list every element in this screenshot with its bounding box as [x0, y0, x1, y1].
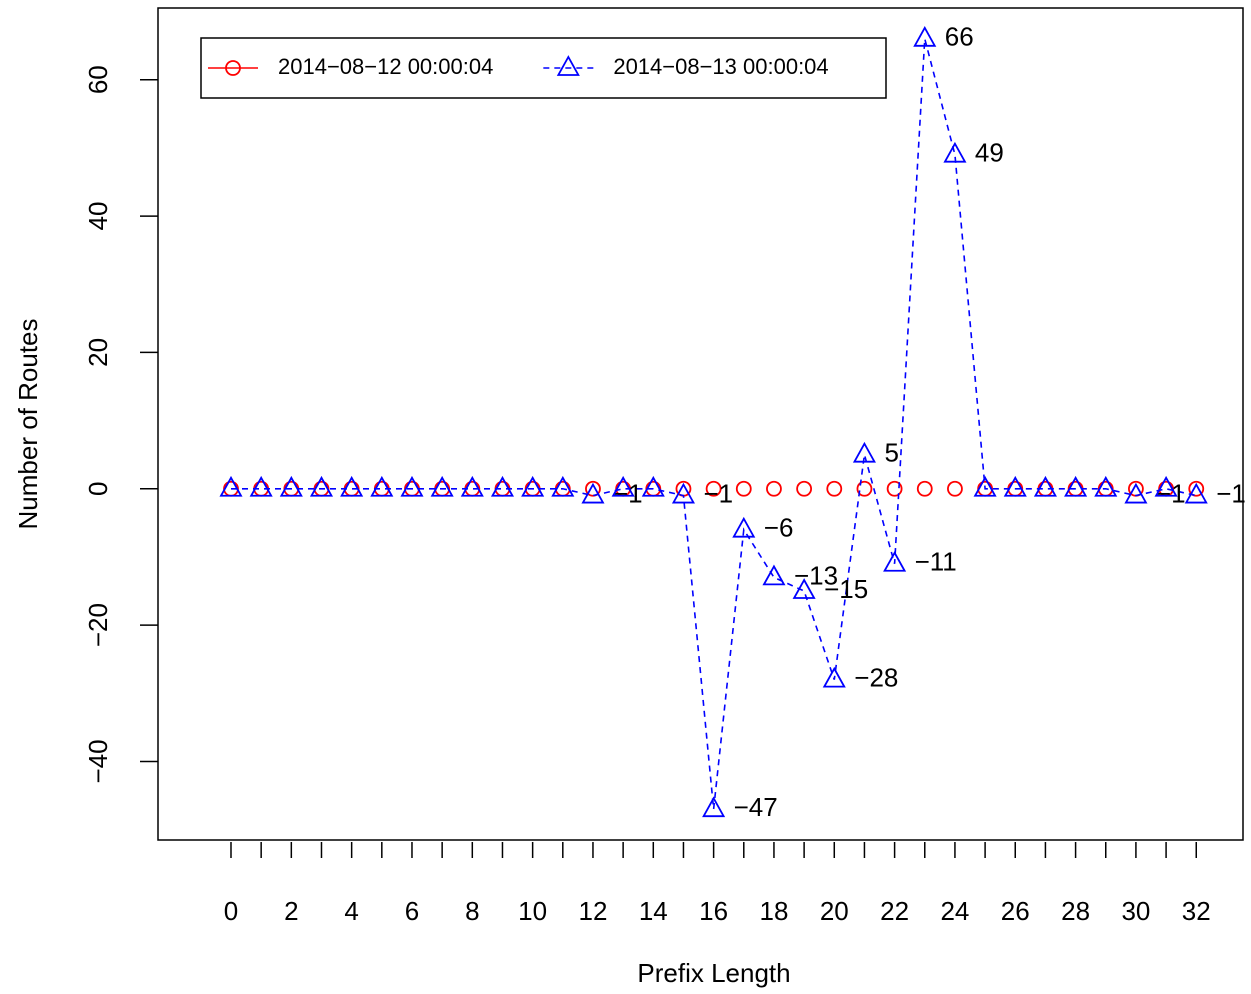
triangle-marker	[762, 564, 786, 586]
triangle-marker	[611, 475, 635, 497]
y-tick-label: −40	[83, 739, 113, 783]
circle-marker	[916, 480, 933, 497]
triangle-marker	[581, 482, 605, 504]
data-label: −28	[854, 663, 898, 693]
y-axis-title: Number of Routes	[13, 319, 43, 530]
triangle-marker	[370, 475, 394, 497]
triangle-marker	[822, 666, 846, 688]
legend-label: 2014−08−12 00:00:04	[278, 54, 493, 79]
data-label: −11	[915, 547, 957, 577]
x-tick-label: 24	[940, 896, 969, 926]
circle-marker	[735, 480, 752, 497]
x-tick-label: 26	[1001, 896, 1030, 926]
x-tick-label: 18	[759, 896, 788, 926]
triangle-marker	[460, 475, 484, 497]
x-axis-title: Prefix Length	[637, 958, 790, 988]
data-label: 5	[884, 438, 898, 468]
triangle-marker	[702, 796, 726, 818]
data-label: 49	[975, 138, 1004, 168]
triangle-marker	[883, 550, 907, 572]
x-tick-label: 22	[880, 896, 909, 926]
x-tick-label: 30	[1121, 896, 1150, 926]
x-tick-label: 2	[284, 896, 298, 926]
triangle-marker	[400, 475, 424, 497]
triangle-marker	[490, 475, 515, 497]
series-line	[230, 38, 1197, 810]
legend-label: 2014−08−13 00:00:04	[613, 54, 828, 79]
triangle-marker	[219, 475, 243, 497]
x-tick-label: 4	[344, 896, 358, 926]
x-tick-label: 12	[579, 896, 608, 926]
circle-marker	[766, 480, 782, 497]
y-tick-label: 20	[83, 338, 113, 367]
triangle-marker	[641, 475, 665, 497]
legend-marker	[556, 55, 580, 76]
data-label: −1	[1216, 478, 1246, 508]
data-label: −15	[824, 574, 868, 604]
circle-marker	[796, 480, 813, 497]
circle-marker	[705, 480, 722, 497]
circle-marker	[1188, 480, 1205, 497]
circle-marker	[947, 480, 963, 497]
triangle-marker	[1184, 482, 1208, 504]
triangle-marker	[1033, 475, 1057, 497]
y-tick-label: 0	[83, 482, 113, 496]
y-tick-label: 40	[83, 202, 113, 231]
triangle-marker	[1154, 475, 1178, 497]
triangle-marker	[792, 578, 816, 599]
circle-marker	[826, 480, 843, 497]
x-tick-label: 6	[405, 896, 419, 926]
data-label: −6	[764, 513, 794, 543]
x-tick-label: 10	[518, 896, 547, 926]
data-label: −47	[734, 792, 778, 822]
x-tick-label: 28	[1061, 896, 1090, 926]
triangle-marker	[943, 141, 967, 163]
triangle-marker	[1094, 475, 1118, 497]
x-tick-label: 0	[224, 896, 238, 926]
circle-marker	[585, 480, 601, 497]
plot-box	[157, 7, 1244, 841]
circle-marker	[886, 480, 903, 497]
triangle-marker	[1124, 482, 1148, 504]
triangle-marker	[852, 441, 876, 463]
data-label: −1	[613, 478, 643, 508]
triangle-marker	[1064, 475, 1088, 497]
triangle-marker	[1003, 475, 1027, 497]
triangle-marker	[249, 475, 273, 497]
x-tick-label: 20	[820, 896, 849, 926]
triangle-marker	[671, 482, 695, 504]
data-label: −1	[1156, 478, 1186, 508]
triangle-marker	[973, 475, 997, 497]
circle-marker	[856, 480, 873, 497]
x-tick-label: 32	[1182, 896, 1211, 926]
triangle-marker	[732, 516, 756, 538]
triangle-marker	[551, 475, 575, 497]
triangle-marker	[279, 475, 303, 497]
y-tick-label: 60	[83, 65, 113, 94]
y-tick-label: −20	[83, 603, 113, 647]
triangle-marker	[521, 475, 545, 497]
triangle-marker	[430, 475, 454, 497]
data-label: −1	[703, 478, 733, 508]
x-tick-label: 14	[639, 896, 668, 926]
triangle-marker	[913, 25, 937, 47]
x-tick-label: 16	[699, 896, 728, 926]
triangle-marker	[309, 475, 334, 497]
legend-marker	[225, 60, 241, 76]
data-label: 66	[945, 22, 974, 52]
x-tick-label: 8	[465, 896, 479, 926]
triangle-marker	[340, 475, 364, 497]
